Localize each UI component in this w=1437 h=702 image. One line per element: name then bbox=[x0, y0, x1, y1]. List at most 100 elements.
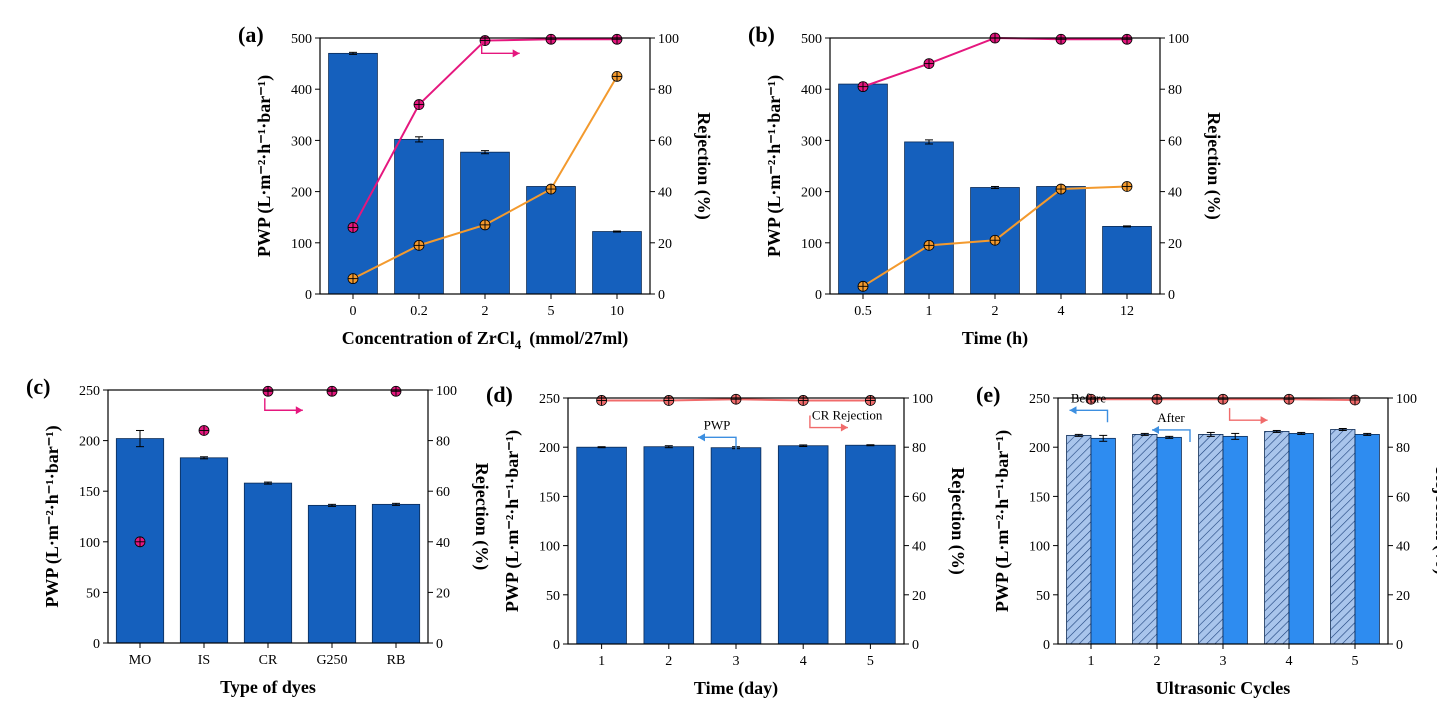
arrow-head bbox=[698, 433, 705, 442]
y2-axis-title: Rejection (%) bbox=[1203, 112, 1224, 219]
series-point bbox=[663, 395, 675, 406]
y-tick-label: 150 bbox=[539, 490, 560, 505]
x-tick-label: 2 bbox=[1154, 654, 1161, 669]
annotation-arrow: CR Rejection bbox=[809, 408, 883, 432]
series-point bbox=[1085, 393, 1097, 405]
series-point bbox=[134, 536, 146, 548]
y2-tick-label: 40 bbox=[912, 540, 926, 555]
series-point bbox=[1217, 393, 1229, 405]
series-point bbox=[413, 99, 425, 110]
y2-tick-label: 100 bbox=[658, 32, 679, 47]
y2-tick-label: 100 bbox=[1396, 392, 1417, 407]
series-point bbox=[1055, 33, 1067, 45]
x-tick-label: 3 bbox=[1220, 654, 1227, 669]
series-point bbox=[611, 33, 623, 45]
bar bbox=[307, 504, 357, 644]
y-tick-label: 0 bbox=[93, 637, 100, 652]
y-tick-label: 400 bbox=[801, 83, 822, 98]
series-point bbox=[865, 395, 876, 406]
bar bbox=[371, 503, 421, 644]
bar bbox=[179, 457, 229, 644]
arrow-head bbox=[512, 49, 520, 58]
series-point bbox=[1283, 393, 1295, 405]
annotation-text: PWP bbox=[704, 417, 731, 432]
x-tick-label: 12 bbox=[1120, 304, 1134, 319]
y2-tick-label: 20 bbox=[658, 237, 672, 252]
y-tick-label: 0 bbox=[305, 288, 312, 303]
x-tick-label: 1 bbox=[598, 654, 605, 669]
y-tick-label: 50 bbox=[86, 586, 100, 601]
y-tick-label: 250 bbox=[539, 392, 560, 407]
bar bbox=[1264, 431, 1290, 645]
bar bbox=[1102, 226, 1152, 295]
y-tick-label: 0 bbox=[1043, 638, 1050, 653]
arrow-head bbox=[1152, 425, 1159, 434]
y2-tick-label: 60 bbox=[1396, 490, 1410, 505]
y-tick-label: 100 bbox=[291, 237, 312, 252]
series-point bbox=[797, 395, 809, 406]
panel-d: 0 50 100 150 200 250 0 20 40 60 80 100 1 2 3 4 5 Time (da… bbox=[486, 382, 968, 699]
x-tick-label: MO bbox=[129, 653, 152, 668]
bar bbox=[576, 446, 627, 645]
series-point bbox=[347, 273, 359, 285]
bar bbox=[243, 482, 293, 644]
bar bbox=[1156, 436, 1182, 645]
y-tick-label: 200 bbox=[801, 186, 822, 201]
y-axis-title: PWP (L·m⁻²·h⁻¹·bar⁻¹) bbox=[42, 425, 63, 607]
y2-tick-label: 20 bbox=[1396, 589, 1410, 604]
y-tick-label: 100 bbox=[801, 237, 822, 252]
panel-label: (e) bbox=[976, 382, 1000, 407]
panel-label: (b) bbox=[748, 22, 775, 47]
x-axis-title: Time (h) bbox=[962, 328, 1028, 349]
x-axis-title: Ultrasonic Cycles bbox=[1156, 678, 1290, 698]
x-tick-label: 0.2 bbox=[410, 304, 428, 319]
annotation-arrow bbox=[264, 398, 303, 415]
y2-tick-label: 60 bbox=[912, 490, 926, 505]
y2-tick-label: 20 bbox=[912, 589, 926, 604]
annotation-text: After bbox=[1157, 410, 1185, 425]
x-tick-label: IS bbox=[198, 653, 210, 668]
arrow-shaft bbox=[809, 415, 848, 429]
y2-tick-label: 40 bbox=[1168, 186, 1182, 201]
arrow-shaft bbox=[264, 398, 303, 411]
x-axis-title-main: Concentration of ZrCl bbox=[342, 328, 515, 348]
y2-tick-label: 40 bbox=[658, 186, 672, 201]
y-tick-label: 300 bbox=[801, 134, 822, 149]
x-tick-label: 4 bbox=[1058, 304, 1065, 319]
y2-axis-title: Rejection (%) bbox=[693, 112, 714, 219]
arrow-shaft bbox=[1152, 429, 1191, 442]
series-point bbox=[545, 183, 557, 195]
y-tick-label: 100 bbox=[539, 540, 560, 555]
y-tick-label: 200 bbox=[79, 435, 100, 450]
bar bbox=[643, 446, 695, 645]
y2-tick-label: 40 bbox=[436, 536, 450, 551]
annotation-arrow bbox=[481, 41, 520, 58]
y2-axis-title: Rejection (%) bbox=[947, 467, 968, 574]
y-axis-title: PWP (L·m⁻²·h⁻¹·bar⁻¹) bbox=[254, 75, 275, 257]
y2-tick-label: 100 bbox=[436, 384, 457, 399]
y-tick-label: 200 bbox=[291, 186, 312, 201]
x-tick-label: 1 bbox=[1088, 654, 1095, 669]
y2-tick-label: 80 bbox=[1168, 83, 1182, 98]
bar bbox=[1198, 434, 1224, 645]
arrow-head bbox=[295, 406, 303, 415]
y2-tick-label: 100 bbox=[1168, 32, 1189, 47]
x-axis-title-sub: 4 bbox=[515, 337, 522, 352]
x-tick-label: 5 bbox=[867, 654, 874, 669]
x-tick-label: 4 bbox=[800, 654, 807, 669]
series-point bbox=[1121, 33, 1133, 45]
arrow-head bbox=[1260, 416, 1268, 425]
series-line bbox=[862, 36, 1127, 88]
series-point bbox=[1349, 394, 1361, 406]
bar bbox=[394, 138, 444, 295]
x-tick-label: 0 bbox=[350, 304, 357, 319]
x-tick-label: 0.5 bbox=[854, 304, 872, 319]
y2-tick-label: 0 bbox=[1396, 638, 1403, 653]
x-axis-title-rest: (mmol/27ml) bbox=[529, 328, 628, 349]
series-point bbox=[857, 280, 869, 292]
y2-axis-title: Rejection (%) bbox=[1431, 467, 1437, 574]
series-point bbox=[857, 81, 869, 93]
y2-tick-label: 0 bbox=[912, 638, 919, 653]
